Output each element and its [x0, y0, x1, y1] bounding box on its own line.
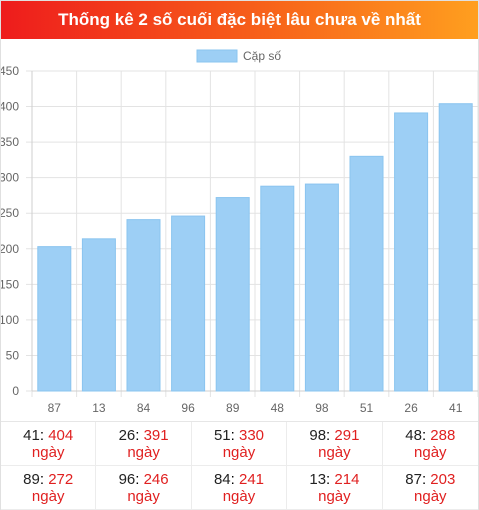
stat-unit: ngày [127, 488, 160, 505]
bar-chart: 0 50 100 150 200 250 300 350 400 450 87 13 84 96 89 48 9… [1, 39, 478, 421]
stat-cell: 41: 404 ngày [1, 422, 97, 466]
bar [37, 246, 72, 392]
stat-unit: ngày [31, 488, 65, 505]
stat-value: 288 [430, 427, 456, 444]
stat-cell: 48: 288 ngày [382, 422, 478, 466]
stat-value: 330 [238, 427, 265, 444]
stat-cell: 26: 391 ngày [96, 422, 192, 466]
bar [349, 155, 384, 392]
stat-number: 13 [309, 471, 327, 488]
stat-unit: ngày [318, 488, 351, 505]
y-tick-label: 300 [1, 171, 19, 185]
stat-number: 89 [23, 471, 40, 488]
stat-value: 291 [334, 427, 360, 444]
stat-value: 272 [48, 471, 74, 488]
y-tick-label: 50 [6, 348, 20, 362]
stat-number: 87 [405, 471, 422, 488]
stat-unit: ngày [318, 444, 351, 461]
stat-unit: ngày [414, 488, 447, 505]
y-tick-label: 350 [1, 135, 19, 149]
bar [81, 238, 116, 392]
stat-unit: ngày [222, 444, 256, 461]
stat-cell: 51: 330 ngày [191, 422, 288, 466]
stat-cell: 98: 291 ngày [287, 422, 383, 466]
widget-header: Thống kê 2 số cuối đặc biệt lâu chưa về … [1, 1, 478, 39]
x-tick-label: 84 [137, 401, 151, 415]
x-tick-label: 13 [92, 401, 106, 415]
stat-number: 84 [213, 471, 231, 488]
y-tick-label: 100 [1, 313, 19, 327]
stat-value: 241 [238, 471, 265, 488]
bar [171, 215, 206, 392]
stat-value: 203 [430, 471, 456, 488]
stat-cell: 84: 241 ngày [191, 466, 288, 510]
widget-title: Thống kê 2 số cuối đặc biệt lâu chưa về … [58, 10, 421, 29]
legend-swatch [196, 49, 238, 63]
stat-number: 41 [23, 427, 40, 444]
stat-cell: 96: 246 ngày [96, 466, 192, 510]
y-tick-label: 250 [1, 206, 19, 220]
stat-number: 48 [405, 427, 422, 444]
y-tick-label: 400 [1, 100, 19, 114]
stat-number: 51 [213, 427, 231, 444]
y-tick-label: 200 [1, 242, 19, 256]
stat-number: 26 [118, 427, 136, 444]
stat-unit: ngày [222, 488, 256, 505]
y-tick-label: 150 [1, 277, 19, 291]
y-tick-label: 450 [1, 64, 19, 78]
stat-number: 96 [118, 471, 136, 488]
bar [394, 112, 429, 392]
stat-cell: 13: 214 ngày [287, 466, 383, 510]
bar [438, 103, 473, 392]
stat-value: 246 [143, 471, 169, 488]
stat-unit: ngày [127, 444, 160, 461]
stat-number: 98 [309, 427, 327, 444]
x-tick-label: 48 [271, 401, 285, 415]
bar [215, 197, 250, 392]
x-tick-label: 98 [315, 401, 329, 415]
stat-value: 214 [334, 471, 360, 488]
bar [304, 183, 339, 392]
x-tick-label: 51 [360, 401, 374, 415]
x-tick-label: 87 [48, 401, 62, 415]
stat-value: 391 [143, 427, 169, 444]
x-tick-label: 26 [404, 401, 418, 415]
stat-unit: ngày [31, 444, 65, 461]
stat-cell: 89: 272 ngày [1, 466, 97, 510]
legend-label: Cặp số [243, 49, 281, 63]
stats-table: 41: 404 ngày 26: 391 ngày 51: 330 ngày 9… [1, 421, 478, 510]
bar-chart-svg: 0 50 100 150 200 250 300 350 400 450 87 13 84 96 89 48 9… [1, 49, 478, 415]
y-tick-label: 0 [12, 384, 19, 398]
stat-value: 404 [48, 427, 74, 444]
x-tick-label: 41 [449, 401, 463, 415]
stat-unit: ngày [414, 444, 447, 461]
stat-cell: 87: 203 ngày [382, 466, 478, 510]
x-tick-label: 96 [181, 401, 195, 415]
bar [260, 185, 295, 392]
x-tick-label: 89 [226, 401, 240, 415]
bar [126, 219, 161, 392]
